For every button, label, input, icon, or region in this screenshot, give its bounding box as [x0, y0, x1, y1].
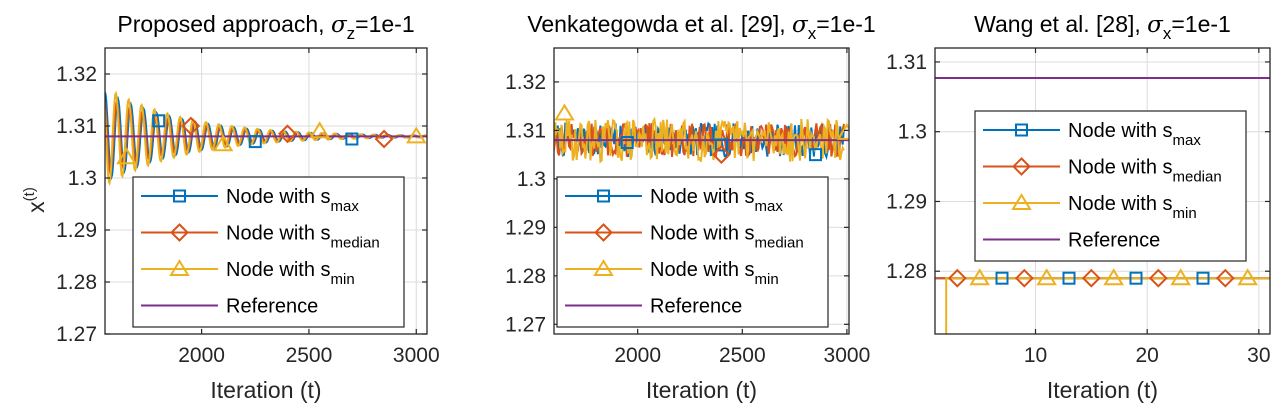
data-marker-max: [809, 148, 823, 162]
y-tick-label: 1.3: [68, 167, 97, 190]
y-tick-label: 1.31: [56, 115, 97, 138]
plot-lines: [105, 90, 427, 186]
data-marker-median: [1215, 268, 1235, 288]
data-marker-min: [116, 147, 137, 165]
data-marker-max: [345, 132, 359, 146]
legend-marker: [1015, 123, 1028, 137]
y-tick-label: 1.27: [56, 323, 97, 346]
y-tick-label: 1.28: [56, 271, 97, 294]
data-marker-max: [152, 114, 166, 128]
legend-marker: [594, 223, 613, 242]
legend-entry: Node with smin: [226, 259, 355, 288]
x-axis-label: Iteration (t): [210, 377, 321, 403]
y-tick-label: 1.31: [886, 51, 927, 74]
legend-entry: Reference: [650, 296, 742, 318]
y-tick-label: 1.3: [517, 168, 546, 191]
legend-marker: [170, 223, 189, 242]
y-axis-label: x(t): [21, 187, 49, 213]
y-tick-label: 1.28: [886, 260, 927, 283]
x-tick-label: 3000: [824, 344, 871, 367]
series-line-min: [554, 116, 845, 164]
legend: Node with smax Node with smedian Node with…: [974, 110, 1247, 262]
legend-marker: [593, 259, 614, 276]
y-tick-label: 1.32: [56, 63, 97, 86]
plot-lines: [935, 76, 1270, 334]
legend-entry: Node with smedian: [650, 223, 804, 252]
series-line-min: [945, 277, 1270, 334]
legend-entry: Node with smedian: [226, 223, 380, 252]
legend-marker: [169, 259, 190, 276]
data-marker-min: [1036, 268, 1057, 286]
y-tick-label: 1.29: [56, 219, 97, 242]
legend-marker: [1012, 157, 1031, 176]
legend-marker: [597, 189, 610, 203]
x-axis-label: Iteration (t): [1047, 377, 1158, 403]
axes-frame: [553, 47, 850, 335]
legend-entry: Reference: [1068, 230, 1160, 252]
x-tick-label: 3000: [393, 344, 440, 367]
panel-wang: 10 20 30 1.28 1.29 1.3 1.31 Iteration (t) Wang e…: [886, 11, 1271, 403]
data-marker-median: [374, 129, 394, 149]
panel-title: Venkategowda et al. [29], σx=1e-1: [527, 11, 875, 43]
data-marker-median: [1081, 268, 1101, 288]
x-tick-label: 2500: [719, 344, 766, 367]
x-axis-label: Iteration (t): [646, 377, 757, 403]
data-marker-min: [309, 121, 330, 139]
y-tick-label: 1.27: [505, 313, 546, 336]
legend-entry: Node with smedian: [1068, 157, 1222, 186]
data-marker-median: [278, 124, 297, 144]
data-marker-max: [1062, 271, 1076, 285]
y-tick-label: 1.3: [898, 121, 927, 144]
legend-entry: Node with smin: [1068, 193, 1197, 222]
axes-frame: [104, 47, 428, 335]
data-marker-max: [248, 135, 262, 149]
panel-title: Wang et al. [28], σx=1e-1: [974, 11, 1231, 43]
data-marker-min: [212, 134, 234, 152]
data-marker-min: [405, 126, 427, 144]
data-marker-min: [554, 103, 575, 121]
data-marker-max: [995, 271, 1009, 285]
y-tick-label: 1.29: [505, 216, 546, 239]
data-marker-min: [836, 122, 849, 140]
x-tick-label: 2000: [178, 344, 225, 367]
legend-entry: Node with smax: [650, 186, 783, 215]
data-marker-max: [714, 138, 728, 152]
y-tick-label: 1.31: [505, 119, 546, 142]
data-marker-median: [1014, 268, 1034, 288]
y-tick-label: 1.32: [505, 71, 546, 94]
y-tick-label: 1.28: [505, 265, 546, 288]
legend: Node with smax Node with smedian Node with…: [556, 176, 829, 328]
data-marker-median: [947, 268, 967, 288]
data-marker-min: [1103, 268, 1124, 286]
data-marker-median: [1148, 268, 1168, 288]
legend-entry: Node with smax: [1068, 120, 1201, 149]
legend-marker: [1011, 193, 1032, 210]
x-tick-label: 30: [1247, 344, 1270, 367]
legend-marker: [173, 189, 186, 203]
data-marker-min: [1237, 268, 1258, 286]
data-marker-max: [1196, 271, 1210, 285]
legend: Node with smax Node with smedian Node with…: [132, 176, 405, 328]
panel-proposed-approach: 2000 2500 3000 1.27 1.28 1.29 1.3 1.31 1.32 Itera…: [56, 11, 440, 403]
plot-lines: [554, 103, 849, 165]
data-marker-min: [1170, 268, 1191, 286]
data-marker-min: [969, 268, 990, 286]
data-marker-median: [181, 116, 201, 136]
series-line-min: [105, 90, 427, 186]
data-marker-max: [1129, 271, 1143, 285]
legend-entry: Reference: [226, 296, 318, 318]
x-tick-label: 2000: [614, 344, 661, 367]
panel-venkategowda: 2000 2500 3000 1.27 1.28 1.29 1.3 1.31 1.32 Itera…: [505, 11, 876, 403]
legend-entry: Node with smin: [650, 259, 779, 288]
y-tick-label: 1.29: [886, 190, 927, 213]
x-tick-label: 20: [1135, 344, 1158, 367]
data-marker-median: [711, 145, 731, 165]
axes-frame: [934, 47, 1271, 335]
x-tick-label: 10: [1024, 344, 1047, 367]
panel-title: Proposed approach, σz=1e-1: [117, 11, 414, 43]
data-marker-max: [620, 136, 634, 150]
x-tick-label: 2500: [286, 344, 333, 367]
legend-entry: Node with smax: [226, 186, 359, 215]
